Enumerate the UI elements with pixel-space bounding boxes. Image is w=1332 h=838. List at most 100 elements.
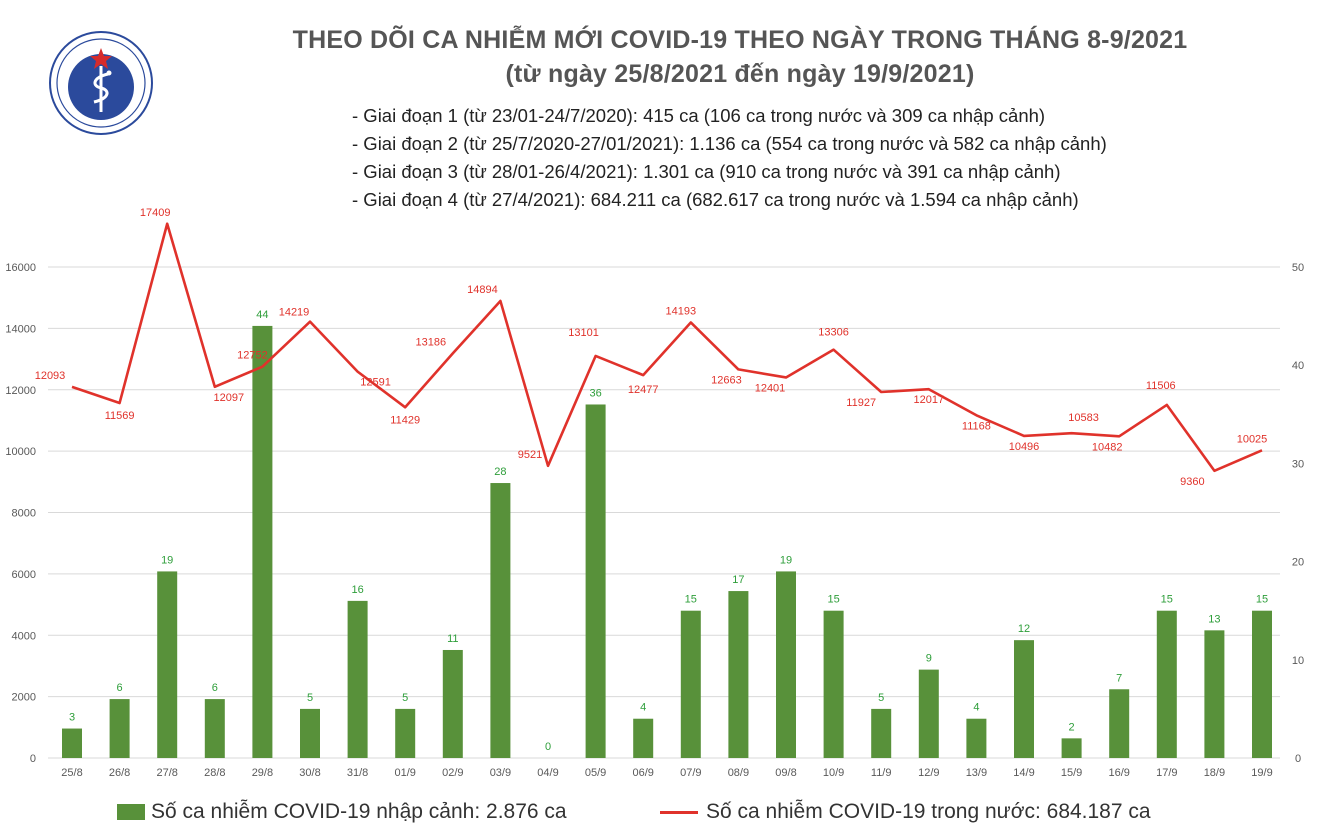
- x-tick-label: 16/9: [1108, 767, 1129, 779]
- line-value-label: 10583: [1068, 412, 1099, 424]
- ministry-of-health-logo: [48, 30, 154, 136]
- bar-imported: [442, 649, 463, 758]
- x-tick-label: 10/9: [823, 767, 844, 779]
- bar-value-label: 9: [926, 653, 932, 665]
- bar-value-label: 16: [351, 584, 363, 596]
- bar-imported: [1204, 630, 1225, 758]
- line-value-label: 12401: [755, 382, 786, 394]
- x-tick-label: 05/9: [585, 767, 606, 779]
- x-tick-label: 04/9: [537, 767, 558, 779]
- bar-imported: [918, 669, 939, 758]
- line-value-label: 14894: [467, 284, 498, 296]
- bar-imported: [1109, 689, 1130, 758]
- x-tick-label: 13/9: [966, 767, 987, 779]
- bar-imported: [776, 571, 796, 758]
- legend-label-domestic: Số ca nhiễm COVID-19 trong nước: 684.187…: [706, 800, 1151, 823]
- chart-title: THEO DÕI CA NHIỄM MỚI COVID-19 THEO NGÀY…: [292, 26, 1188, 54]
- x-tick-label: 15/9: [1061, 767, 1082, 779]
- line-value-label: 12477: [628, 384, 659, 396]
- x-tick-label: 26/8: [109, 767, 130, 779]
- bar-imported: [252, 325, 273, 758]
- line-value-label: 13306: [818, 327, 849, 339]
- phase-summary-1: - Giai đoạn 1 (từ 23/01-24/7/2020): 415 …: [352, 105, 1046, 126]
- x-tick-label: 17/9: [1156, 767, 1177, 779]
- x-tick-label: 27/8: [156, 767, 177, 779]
- bar-value-label: 5: [878, 692, 884, 704]
- y-right-tick-label: 50: [1292, 262, 1304, 274]
- chart-subtitle: (từ ngày 25/8/2021 đến ngày 19/9/2021): [505, 60, 975, 88]
- bar-value-label: 15: [685, 594, 697, 606]
- line-value-label: 10025: [1237, 433, 1268, 445]
- bar-value-label: 3: [69, 712, 75, 724]
- y-left-tick-label: 10000: [5, 446, 36, 458]
- chart-legend: Số ca nhiễm COVID-19 nhập cảnh: 2.876 ca…: [0, 800, 1332, 828]
- x-tick-label: 30/8: [299, 767, 320, 779]
- bar-value-label: 15: [1256, 594, 1268, 606]
- line-value-label: 11927: [846, 397, 876, 409]
- bar-value-label: 5: [307, 692, 313, 704]
- line-value-label: 12591: [360, 377, 391, 389]
- bar-imported: [871, 708, 892, 758]
- line-value-label: 13101: [568, 327, 599, 339]
- x-tick-label: 11/9: [871, 767, 892, 779]
- bar-imported: [585, 404, 606, 758]
- y-right-tick-label: 0: [1295, 753, 1301, 765]
- bar-imported: [395, 708, 416, 758]
- bar-value-label: 19: [161, 554, 173, 566]
- line-value-label: 12017: [914, 394, 945, 406]
- y-left-tick-label: 14000: [5, 323, 36, 335]
- line-value-label: 10496: [1009, 441, 1040, 453]
- bar-imported: [490, 483, 511, 758]
- bar-value-label: 44: [256, 309, 268, 321]
- bar-value-label: 11: [447, 633, 458, 645]
- line-value-label: 12752: [237, 350, 268, 362]
- bar-imported: [109, 699, 130, 758]
- y-right-tick-label: 40: [1292, 360, 1304, 372]
- line-value-label: 11168: [962, 420, 991, 432]
- bar-imported: [1061, 738, 1082, 758]
- y-left-tick-label: 2000: [12, 692, 36, 704]
- y-left-tick-label: 6000: [12, 569, 36, 581]
- x-tick-label: 28/8: [204, 767, 225, 779]
- x-tick-label: 08/9: [728, 767, 749, 779]
- x-tick-label: 03/9: [490, 767, 511, 779]
- line-value-label: 9521: [518, 449, 542, 461]
- bar-imported: [300, 708, 320, 758]
- bar-imported: [633, 718, 654, 758]
- bar-value-label: 19: [780, 554, 792, 566]
- x-tick-label: 12/9: [918, 767, 939, 779]
- line-value-label: 12097: [214, 392, 245, 404]
- line-value-label: 14219: [279, 307, 310, 319]
- bar-value-label: 17: [732, 574, 744, 586]
- x-tick-label: 14/9: [1013, 767, 1034, 779]
- phase-summary-3: - Giai đoạn 3 (từ 28/01-26/4/2021): 1.30…: [352, 161, 1061, 182]
- x-tick-label: 01/9: [394, 767, 415, 779]
- line-value-label: 10482: [1092, 441, 1123, 453]
- x-tick-label: 25/8: [61, 767, 82, 779]
- bar-imported: [823, 610, 844, 758]
- x-tick-label: 31/8: [347, 767, 368, 779]
- y-left-tick-label: 4000: [12, 630, 36, 642]
- x-tick-label: 06/9: [632, 767, 653, 779]
- line-domestic: [71, 222, 1263, 473]
- x-tick-label: 19/9: [1251, 767, 1272, 779]
- bar-value-label: 28: [494, 466, 506, 478]
- line-value-label: 12663: [711, 374, 742, 386]
- bar-imported: [966, 718, 987, 758]
- bar-imported: [1014, 640, 1034, 758]
- line-value-label: 11569: [105, 410, 135, 422]
- bar-value-label: 5: [402, 692, 408, 704]
- y-left-tick-label: 12000: [5, 385, 36, 397]
- line-value-label: 17409: [140, 207, 171, 219]
- y-right-tick-label: 30: [1292, 458, 1304, 470]
- line-value-label: 13186: [416, 336, 447, 348]
- phase-summary-list: - Giai đoạn 1 (từ 23/01-24/7/2020): 415 …: [352, 102, 1107, 214]
- y-left-tick-label: 16000: [5, 262, 36, 274]
- x-tick-label: 18/9: [1204, 767, 1225, 779]
- bar-value-label: 6: [117, 682, 123, 694]
- phase-summary-2: - Giai đoạn 2 (từ 25/7/2020-27/01/2021):…: [352, 133, 1107, 154]
- bar-imported: [680, 610, 701, 758]
- bar-value-label: 7: [1116, 672, 1122, 684]
- bar-imported: [1252, 610, 1272, 758]
- bar-imported: [204, 699, 225, 758]
